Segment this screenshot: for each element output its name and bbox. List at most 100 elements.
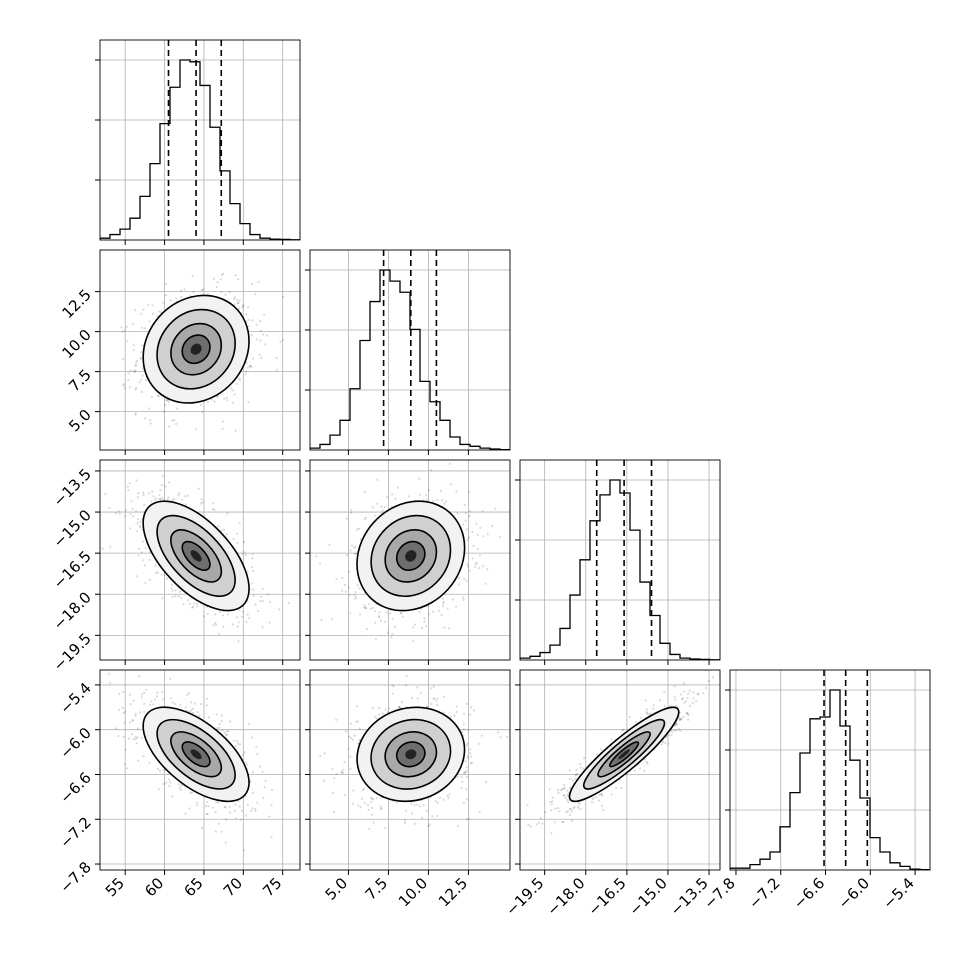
sample-point [143,503,146,506]
density-contours [142,500,250,612]
sample-point [691,701,695,705]
sample-point [137,492,140,495]
sample-point [251,357,255,360]
sample-point [476,533,479,537]
sample-point [134,363,138,366]
sample-point [356,584,359,587]
sample-point [418,493,421,496]
sample-point [182,603,185,606]
sample-point [134,364,137,368]
sample-point [686,712,689,715]
sample-point [381,509,384,512]
sample-point [413,822,417,825]
sample-point [147,303,150,306]
sample-point [207,804,210,808]
sample-point [398,705,401,708]
sample-point [125,325,128,328]
sample-point [427,613,431,616]
sample-point [374,637,377,640]
sample-point [386,711,389,714]
sample-point [240,809,243,813]
panel-2-0: −19.5−18.0−16.5−15.0−13.5 [50,459,301,675]
sample-point [378,706,381,710]
sample-point [425,494,428,497]
sample-point [485,781,488,784]
sample-point [245,370,248,373]
sample-point [168,784,171,788]
sample-point [466,729,470,732]
sample-point [248,616,251,620]
sample-point [199,403,202,407]
sample-point [240,615,244,619]
sample-point [261,770,264,774]
sample-point [136,727,139,730]
sample-point [363,491,366,494]
sample-point [137,518,140,521]
sample-point [371,806,374,810]
sample-point [135,575,139,578]
sample-point [482,535,485,538]
sample-point [262,796,265,800]
sample-point [215,713,218,716]
sample-point [236,740,239,743]
sample-point [221,420,224,423]
sample-point [232,537,235,541]
sample-point [349,549,352,552]
sample-point [190,701,193,704]
sample-point [200,289,203,292]
sample-point [141,528,144,531]
sample-point [138,675,141,678]
sample-point [173,703,177,706]
sample-point [214,811,217,814]
sample-point [188,807,191,810]
sample-point [171,419,174,422]
sample-point [251,770,254,773]
x-tick-label: 75 [259,874,285,900]
y-tick-label: −6.0 [56,724,94,762]
sample-point [441,597,444,600]
sample-point [167,425,170,428]
sample-point [448,462,451,465]
sample-point [426,705,429,708]
sample-point [227,730,230,733]
sample-point [414,623,417,626]
sample-point [442,798,445,801]
sample-point [217,395,220,398]
sample-point [142,755,145,758]
sample-point [217,525,220,528]
sample-point [463,771,466,774]
panel-1-0: 5.07.510.012.5 [58,249,301,455]
sample-point [469,762,472,765]
sample-point [591,801,594,804]
sample-point [235,616,238,619]
sample-point [391,692,394,695]
sample-point [217,822,220,825]
sample-point [480,734,483,737]
sample-point [436,801,439,804]
sample-point [529,825,532,828]
sample-point [445,500,448,503]
sample-point [353,552,356,556]
sample-point [260,595,263,598]
sample-point [238,522,241,525]
sample-point [443,695,446,699]
sample-point [405,684,408,687]
sample-point [121,330,124,333]
sample-point [236,302,239,305]
sample-point [421,816,424,819]
sample-point [355,552,358,555]
sample-point [134,712,137,716]
sample-point [123,329,126,332]
sample-point [464,512,467,515]
sample-point [145,688,148,691]
sample-point [205,704,208,707]
sample-point [205,697,208,701]
sample-point [269,601,272,604]
sample-point [601,794,604,797]
sample-point [412,626,415,629]
sample-point [251,282,254,286]
sample-point [333,777,336,780]
sample-point [239,743,242,746]
sample-point [153,698,156,701]
